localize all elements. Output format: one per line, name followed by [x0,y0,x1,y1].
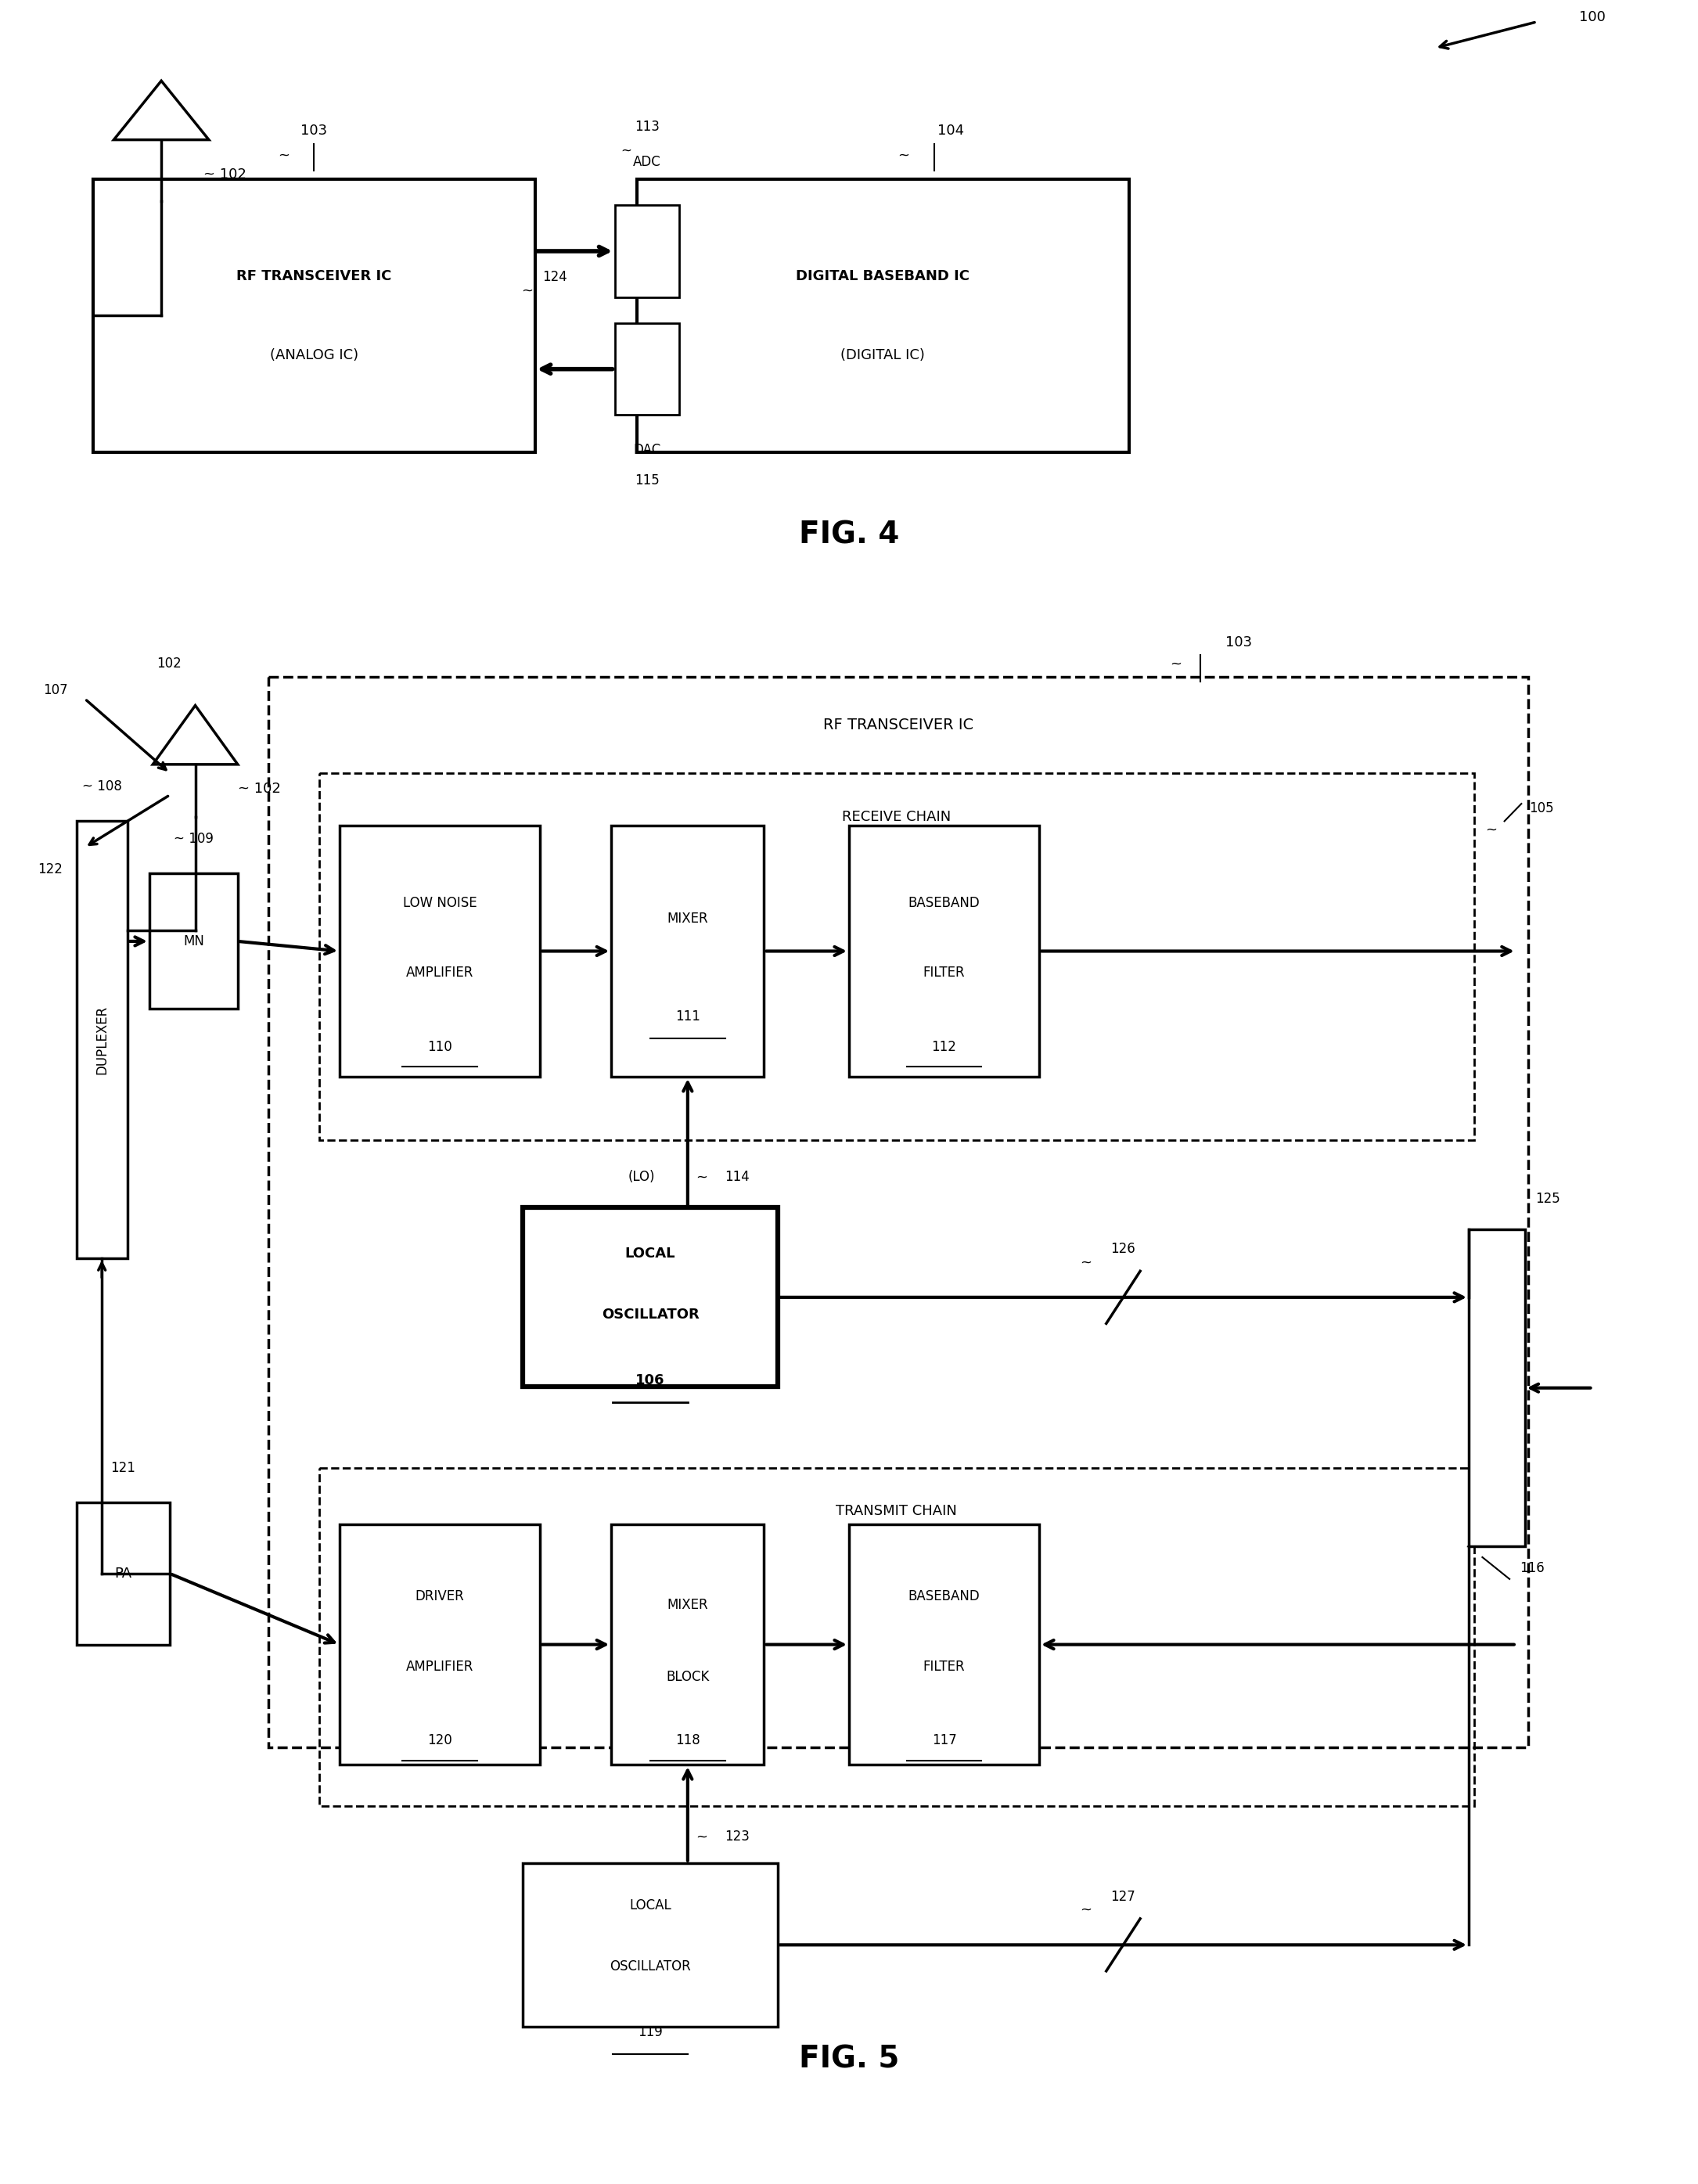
Text: 103: 103 [301,124,328,138]
Text: 104: 104 [937,124,964,138]
Text: BASEBAND: BASEBAND [908,895,980,911]
Text: OSCILLATOR: OSCILLATOR [610,1959,691,1974]
Text: 126: 126 [1110,1243,1136,1256]
Text: 120: 120 [428,1734,452,1747]
Text: 118: 118 [676,1734,700,1747]
Bar [1469,1230,1525,1546]
Text: ~: ~ [696,1830,706,1843]
Text: DRIVER: DRIVER [416,1590,464,1603]
Text: ~: ~ [1486,823,1496,836]
Text: RF TRANSCEIVER IC: RF TRANSCEIVER IC [236,269,392,284]
Text: 106: 106 [635,1374,666,1387]
Text: 111: 111 [676,1009,700,1024]
Text: 103: 103 [1224,636,1251,649]
Text: ~: ~ [278,149,289,162]
Text: ~ 102: ~ 102 [204,168,246,181]
Text: BLOCK: BLOCK [666,1671,710,1684]
Text: BASEBAND: BASEBAND [908,1590,980,1603]
Text: AMPLIFIER: AMPLIFIER [406,965,474,981]
Text: 121: 121 [110,1461,136,1474]
Text: 115: 115 [635,474,659,487]
Text: 123: 123 [725,1830,751,1843]
Text: ADC: ADC [633,155,661,168]
Bar [637,179,1129,452]
Text: MIXER: MIXER [667,911,708,926]
Text: DIGITAL BASEBAND IC: DIGITAL BASEBAND IC [796,269,970,284]
Bar [849,826,1039,1077]
Text: 125: 125 [1535,1192,1560,1206]
Text: 124: 124 [542,271,567,284]
Text: ~: ~ [1170,657,1182,670]
Bar [149,874,238,1009]
Text: PA: PA [114,1566,132,1581]
Text: 116: 116 [1520,1562,1545,1575]
Text: MIXER: MIXER [667,1599,708,1612]
Text: 110: 110 [428,1040,452,1055]
Text: ~: ~ [696,1171,706,1184]
Text: FILTER: FILTER [924,1660,964,1673]
Text: LOW NOISE: LOW NOISE [402,895,477,911]
Text: TRANSMIT CHAIN: TRANSMIT CHAIN [835,1505,958,1518]
Bar [615,323,679,415]
Bar [340,826,540,1077]
Text: FIG. 4: FIG. 4 [798,520,900,550]
Text: ~ 102: ~ 102 [238,782,280,795]
Bar [523,1208,778,1387]
Text: 100: 100 [1579,11,1606,24]
Text: ~ 108: ~ 108 [82,780,122,793]
Bar [523,1863,778,2027]
Bar [611,826,764,1077]
Bar [319,1468,1474,1806]
Text: (DIGITAL IC): (DIGITAL IC) [841,347,925,363]
Text: (LO): (LO) [628,1171,655,1184]
Text: ~ 109: ~ 109 [173,832,214,845]
Bar [615,205,679,297]
Text: 122: 122 [37,863,63,876]
Text: FIG. 5: FIG. 5 [798,2044,900,2075]
Text: 113: 113 [635,120,659,133]
Text: ~: ~ [521,284,533,297]
Text: 105: 105 [1530,802,1554,815]
Text: ~: ~ [621,144,632,157]
Bar [93,179,535,452]
Text: 117: 117 [932,1734,956,1747]
Text: AMPLIFIER: AMPLIFIER [406,1660,474,1673]
Bar [611,1524,764,1765]
Text: RECEIVE CHAIN: RECEIVE CHAIN [842,810,951,823]
Text: 114: 114 [725,1171,751,1184]
Text: 107: 107 [42,684,68,697]
Text: DAC: DAC [633,443,661,456]
Text: FILTER: FILTER [924,965,964,981]
Text: ~: ~ [1080,1902,1092,1918]
Text: RF TRANSCEIVER IC: RF TRANSCEIVER IC [824,719,973,732]
Bar [849,1524,1039,1765]
Text: (ANALOG IC): (ANALOG IC) [270,347,358,363]
Text: 119: 119 [638,2025,662,2040]
Bar [319,773,1474,1140]
Bar [76,1503,170,1645]
Text: LOCAL: LOCAL [630,1898,671,1913]
Text: 127: 127 [1110,1889,1136,1904]
Text: LOCAL: LOCAL [625,1247,676,1260]
Text: MN: MN [183,935,204,948]
Bar [76,821,127,1258]
Text: ~: ~ [1080,1256,1092,1269]
Bar [340,1524,540,1765]
Text: OSCILLATOR: OSCILLATOR [601,1308,700,1321]
Text: ~: ~ [1465,1540,1476,1553]
Bar [268,677,1528,1747]
Text: 102: 102 [156,657,182,670]
Text: ~: ~ [898,149,908,162]
Text: DUPLEXER: DUPLEXER [95,1005,109,1075]
Text: 112: 112 [932,1040,956,1055]
